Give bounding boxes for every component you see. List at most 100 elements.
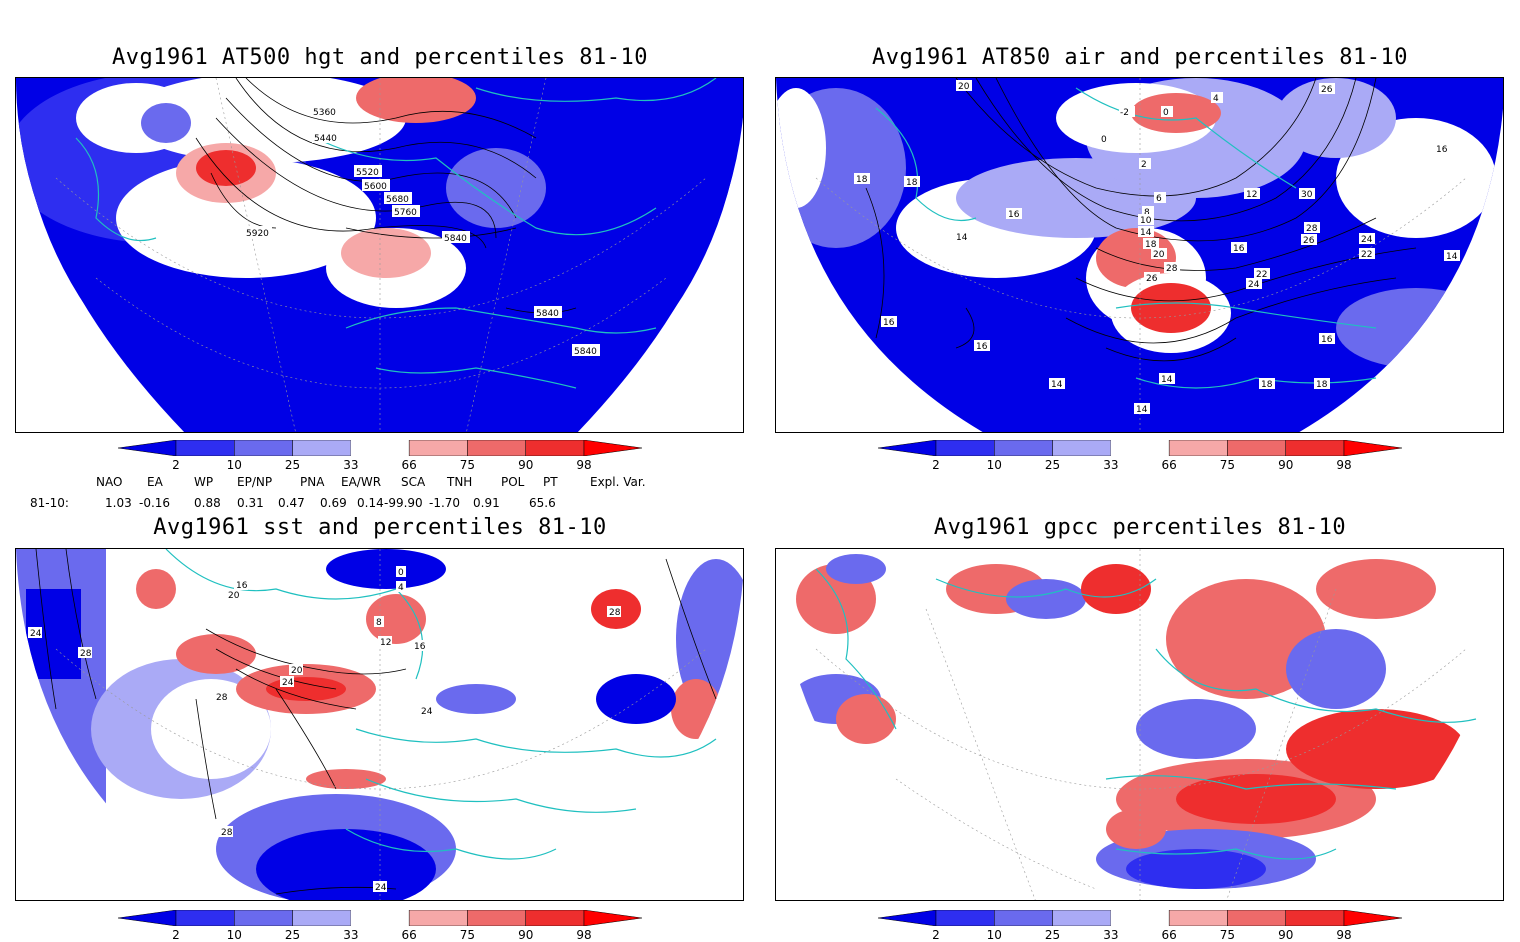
colorbar-tick-label: 10 [226,928,242,942]
colorbar-top-left: 2 10 25 33 66 75 90 98 [117,439,643,474]
index-values-row: 81-10: 1.03 -0.16 0.88 0.31 0.47 0.69 0.… [0,496,760,512]
colorbar-swatch [1285,439,1345,457]
colorbar-swatch [350,910,410,926]
map-panel-sst: 24 28 16 20 0 4 8 12 16 20 24 28 28 24 2… [15,548,744,901]
colorbar-tick-label: 33 [343,928,359,942]
index-header: WP [194,475,214,489]
air850-map: 20 16 -2 0 4 26 0 2 6 8 10 12 14 16 18 2… [776,78,1503,432]
sst-contour-labels: 24 28 16 20 0 4 8 12 16 20 24 28 28 24 2… [28,566,621,893]
contour-label: 14 [1136,405,1148,415]
contour-label: 12 [1246,190,1257,200]
colorbar-swatch [1110,910,1170,926]
index-header: TNH [447,475,473,489]
contour-label: 30 [1301,190,1313,200]
graticule [55,549,707,900]
contour-label: 28 [216,693,228,703]
land-outlines [75,78,717,389]
contour-label: 14 [1051,380,1063,390]
contour-label: 5520 [356,168,379,178]
index-value: 0.69 [320,496,347,510]
colorbar-tick-label: 98 [576,928,592,942]
contour-label: 5680 [386,195,409,205]
contour-label: 16 [414,642,426,652]
contour-label: 24 [1361,235,1373,245]
index-value: 0.88 [194,496,221,510]
colorbar-tick-label: 33 [343,458,359,472]
contour-label: 24 [30,629,42,639]
contour-label: 2 [1141,160,1147,170]
index-header: Expl. Var. [590,475,646,489]
contour-label: 28 [80,649,92,659]
contour-label: 28 [609,608,621,618]
colorbar-tick-label: 10 [986,458,1002,472]
map-panel-gpcc [775,548,1504,901]
contour-label: 14 [1140,228,1152,238]
index-header: PT [543,475,558,489]
contour-label: 0 [398,568,404,578]
contour-label: 5840 [536,309,559,319]
colorbar-tick-label: 90 [1278,928,1294,942]
contour-label: 5360 [313,108,336,118]
panel3-title: Avg1961 sst and percentiles 81-10 [153,515,607,540]
hgt500-contour-labels: 5360 5440 5520 5600 5680 5760 5840 5920 … [244,105,600,357]
map-panel-hgt500: 5360 5440 5520 5600 5680 5760 5840 5920 … [15,77,744,433]
panel1-title: Avg1961 AT500 hgt and percentiles 81-10 [111,45,649,70]
contour-label: 5760 [394,208,417,218]
colorbar-swatches [877,439,1403,457]
panel2-title: Avg1961 AT850 air and percentiles 81-10 [871,45,1409,70]
colorbar-arrow-high [1343,439,1403,457]
colorbar-swatches [117,439,643,457]
colorbar-swatch [1227,909,1286,927]
colorbar-swatch [1052,439,1112,457]
contour-label: 24 [1248,280,1260,290]
index-header: NAO [96,475,123,489]
colorbar-arrow-low [117,439,177,457]
index-value: -1.70 [429,496,461,510]
sst-map: 24 28 16 20 0 4 8 12 16 20 24 28 28 24 2… [16,549,743,900]
colorbar-tick-label: 90 [518,928,534,942]
colorbar-swatch [994,439,1053,457]
colorbar-bottom-left: 2 10 25 33 66 75 90 98 [117,909,643,942]
contour-label: 12 [380,638,391,648]
colorbar-tick-label: 66 [1161,928,1177,942]
colorbar-tick-label: 2 [932,928,940,942]
colorbar-tick-label: 2 [932,458,940,472]
contour-label: 20 [228,591,240,601]
index-value: -0.16 [139,496,171,510]
contour-label: 26 [1146,274,1158,284]
colorbar-swatches [877,909,1403,927]
contour-label: 28 [1166,264,1178,274]
contour-label: 24 [421,707,433,717]
contour-label: 0 [1163,108,1169,118]
colorbar-tick-label: 33 [1103,458,1119,472]
colorbar-tick-label: 2 [172,458,180,472]
contour-label: 4 [398,583,404,593]
contour-label: 26 [1303,236,1315,246]
map-panel-air850: 20 16 -2 0 4 26 0 2 6 8 10 12 14 16 18 2… [775,77,1504,433]
colorbar-top-right: 2 10 25 33 66 75 90 98 [877,439,1403,474]
colorbar-swatch [175,439,235,457]
colorbar-swatch [1285,909,1345,927]
index-value: 65.6 [529,496,556,510]
contour-label: 28 [221,828,233,838]
colorbar-tick-label: 25 [284,458,301,472]
colorbar-swatch [467,909,526,927]
colorbar-swatch [994,909,1053,927]
colorbar-tick-label: 25 [1044,928,1061,942]
colorbar-swatch [408,439,468,457]
colorbar-tick-label: 2 [172,928,180,942]
colorbar-swatch [1110,440,1170,456]
contour-label: 18 [856,175,868,185]
colorbar-arrow-high [1343,909,1403,927]
colorbar-arrow-low [117,909,177,927]
contour-label: 18 [1316,380,1328,390]
contour-label: 16 [236,581,248,591]
gpcc-map [776,549,1503,900]
colorbar-tick-label: 90 [1278,458,1294,472]
contour-label: 28 [1306,224,1318,234]
contour-label: 14 [1161,375,1173,385]
contour-label: -2 [1120,108,1129,118]
colorbar-tick-label: 98 [576,458,592,472]
colorbar-tick-label: 90 [518,458,534,472]
contour-label: 26 [1321,85,1333,95]
